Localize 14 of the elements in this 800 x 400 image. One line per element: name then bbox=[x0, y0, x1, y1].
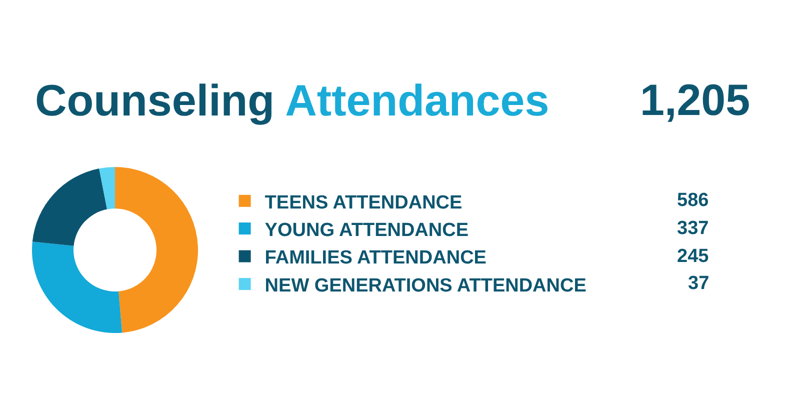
chart-title: Counseling Attendances bbox=[35, 76, 550, 126]
donut-slice bbox=[99, 167, 115, 210]
donut-slice bbox=[32, 242, 122, 333]
donut-slice bbox=[32, 168, 108, 246]
legend-label: FAMILIES ATTENDANCE bbox=[264, 248, 486, 269]
text: 1,205 bbox=[640, 76, 750, 125]
donut-slice bbox=[115, 167, 198, 333]
legend-label: YOUNG ATTENDANCE bbox=[264, 220, 469, 241]
legend-label: TEENS ATTENDANCE bbox=[264, 192, 462, 214]
legend-label: NEW GENERATIONS ATTENDANCE bbox=[264, 275, 586, 296]
data-label: 245 bbox=[677, 246, 710, 267]
data-label: 37 bbox=[688, 273, 710, 294]
data-label: 337 bbox=[677, 218, 709, 239]
data-label: 586 bbox=[677, 190, 709, 211]
